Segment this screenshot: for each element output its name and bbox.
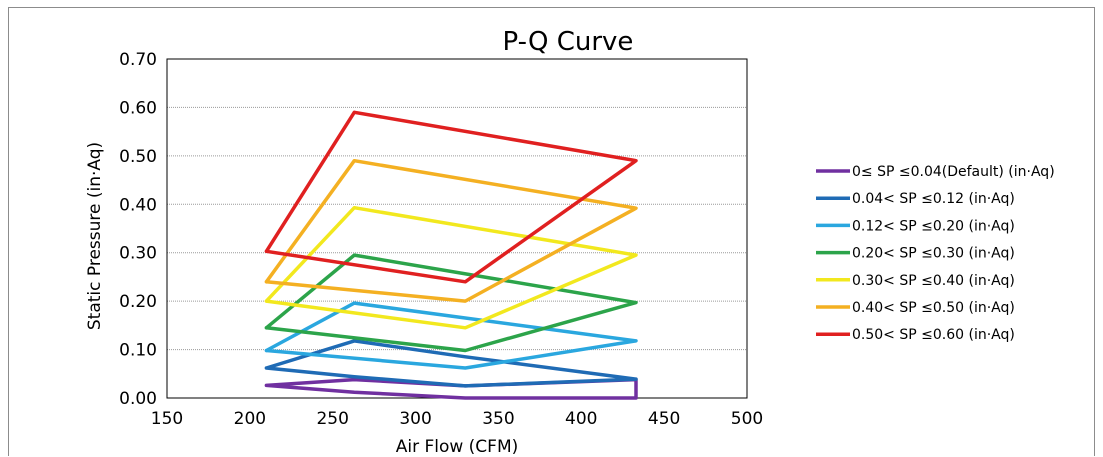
legend-label: 0.04< SP ≤0.12 (in·Aq) (852, 191, 1015, 207)
y-tick-label: 0.30 (119, 244, 157, 264)
y-tick-label: 0.50 (119, 147, 157, 167)
legend-label: 0.40< SP ≤0.50 (in·Aq) (852, 300, 1015, 316)
y-tick-label: 0.10 (119, 341, 157, 361)
plot-background (167, 59, 747, 398)
series-line (264, 301, 638, 370)
series-line (264, 205, 638, 330)
series-line (264, 158, 638, 303)
chart-svg: P-Q Curve 0.000.100.200.300.400.500.600.… (85, 27, 1055, 457)
x-tick-label: 450 (648, 409, 680, 429)
y-tick-label: 0.20 (119, 292, 157, 312)
legend-label: 0≤ SP ≤0.04(Default) (in·Aq) (852, 164, 1055, 180)
x-tick-label: 400 (565, 409, 597, 429)
x-tick-label: 200 (234, 409, 266, 429)
x-axis-title: Air Flow (CFM) (396, 437, 519, 457)
x-tick-label: 300 (399, 409, 431, 429)
x-tick-label: 350 (482, 409, 514, 429)
y-tick-label: 0.60 (119, 98, 157, 118)
legend-label: 0.30< SP ≤0.40 (in·Aq) (852, 273, 1015, 289)
chart-title: P-Q Curve (503, 27, 634, 57)
x-tick-label: 500 (731, 409, 763, 429)
plot-area: 0.00 0.10 0.20 0.30 0.40 0.50 0.60 0.70 150 200 25… (119, 50, 763, 429)
y-tick-label: 0.70 (119, 50, 157, 70)
y-axis-title: Static Pressure (in·Aq) (85, 142, 105, 330)
legend-label: 0.50< SP ≤0.60 (in·Aq) (852, 327, 1015, 343)
legend-label: 0.20< SP ≤0.30 (in·Aq) (852, 246, 1015, 262)
x-tick-label: 150 (151, 409, 183, 429)
series-line (264, 110, 638, 284)
series-line (264, 377, 638, 400)
chart-frame: P-Q Curve 0.00 0.10 0.20 0.30 0.40 0.50 0.60 0.… (8, 7, 1095, 457)
series-line (264, 253, 638, 353)
legend: 0≤ SP ≤0.04(Default) (in·Aq) 0.04< SP ≤0.… (816, 164, 1055, 343)
y-tick-label: 0.40 (119, 195, 157, 215)
x-tick-label: 250 (316, 409, 348, 429)
y-tick-label: 0.00 (119, 389, 157, 409)
series-line (264, 339, 638, 388)
legend-label: 0.12< SP ≤0.20 (in·Aq) (852, 218, 1015, 234)
